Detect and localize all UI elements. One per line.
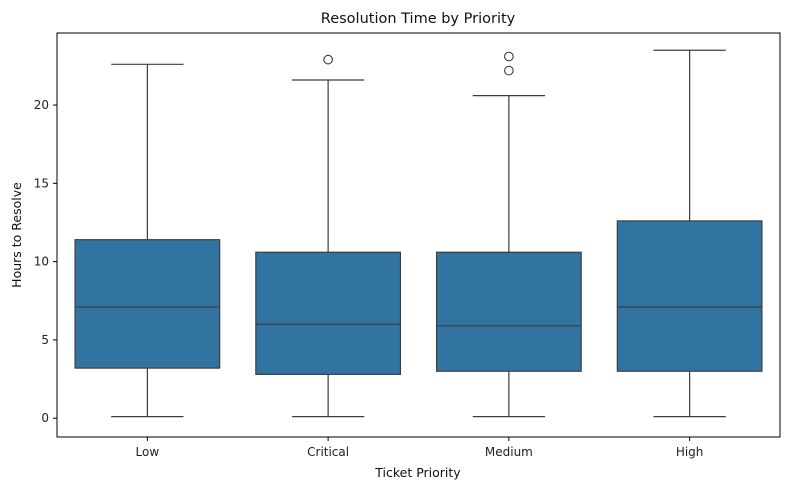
y-tick-label: 0 <box>41 411 49 425</box>
y-tick-label: 20 <box>34 98 49 112</box>
iqr-box <box>435 251 582 372</box>
x-axis: Low Critical Medium High <box>136 437 704 459</box>
y-tick-label: 5 <box>41 333 49 347</box>
box-low <box>74 63 221 418</box>
outlier-point <box>504 65 514 76</box>
outlier-point <box>504 51 514 62</box>
box-high <box>616 49 763 418</box>
iqr-box <box>255 251 402 375</box>
plot-frame <box>56 32 781 438</box>
x-tick-label: Critical <box>307 445 349 459</box>
y-tick-label: 10 <box>34 255 49 269</box>
y-tick-label: 15 <box>34 176 49 190</box>
x-axis-label: Ticket Priority <box>374 465 461 480</box>
box-medium <box>435 51 582 418</box>
plot-area <box>74 49 763 418</box>
y-axis-label: Hours to Resolve <box>9 182 24 288</box>
x-tick-label: Medium <box>485 445 533 459</box>
iqr-box <box>74 239 221 369</box>
chart-title: Resolution Time by Priority <box>321 11 516 27</box>
x-tick-label: Low <box>136 445 160 459</box>
outlier-point <box>323 54 333 65</box>
iqr-box <box>616 220 763 372</box>
box-critical <box>255 54 402 418</box>
y-axis: 0 5 10 15 20 <box>34 98 57 425</box>
x-tick-label: High <box>676 445 704 459</box>
